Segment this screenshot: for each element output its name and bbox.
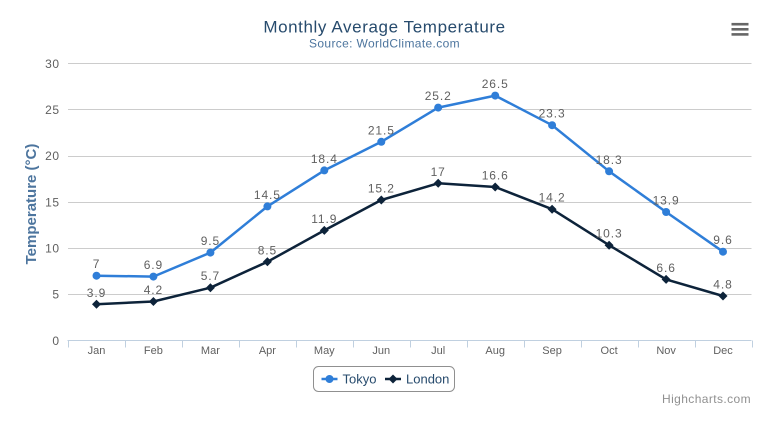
svg-text:London: London (406, 372, 449, 387)
svg-text:26.5: 26.5 (482, 77, 509, 91)
svg-text:4.2: 4.2 (144, 283, 163, 297)
svg-text:Highcharts.com: Highcharts.com (662, 392, 751, 406)
svg-text:25: 25 (45, 103, 59, 117)
svg-text:0: 0 (52, 334, 59, 348)
svg-text:Jul: Jul (431, 345, 445, 357)
svg-text:Apr: Apr (259, 345, 276, 357)
svg-text:3.9: 3.9 (87, 286, 106, 300)
svg-text:Dec: Dec (713, 345, 733, 357)
svg-text:10.3: 10.3 (596, 227, 623, 241)
svg-text:Sep: Sep (542, 345, 562, 357)
svg-text:Oct: Oct (601, 345, 618, 357)
svg-text:Feb: Feb (144, 345, 163, 357)
svg-text:20: 20 (45, 149, 59, 163)
svg-text:9.5: 9.5 (201, 234, 220, 248)
svg-text:6.9: 6.9 (144, 258, 163, 272)
svg-text:Tokyo: Tokyo (343, 372, 377, 387)
svg-text:10: 10 (45, 242, 59, 256)
svg-text:5: 5 (52, 288, 59, 302)
svg-text:13.9: 13.9 (653, 194, 680, 208)
svg-text:Mar: Mar (201, 345, 220, 357)
svg-text:30: 30 (45, 57, 59, 71)
svg-text:14.2: 14.2 (539, 191, 566, 205)
svg-text:Temperature (°C): Temperature (°C) (23, 144, 40, 265)
svg-text:Nov: Nov (656, 345, 676, 357)
svg-text:15: 15 (45, 195, 59, 209)
svg-text:18.4: 18.4 (311, 152, 338, 166)
svg-text:Jun: Jun (372, 345, 390, 357)
svg-text:16.6: 16.6 (482, 169, 509, 183)
svg-text:7: 7 (93, 257, 101, 271)
svg-text:May: May (314, 345, 335, 357)
svg-text:25.2: 25.2 (425, 89, 452, 103)
svg-text:14.5: 14.5 (254, 188, 281, 202)
svg-text:17: 17 (431, 165, 446, 179)
svg-text:Aug: Aug (485, 345, 505, 357)
svg-text:4.8: 4.8 (713, 278, 732, 292)
svg-text:11.9: 11.9 (311, 212, 337, 226)
svg-text:5.7: 5.7 (201, 269, 220, 283)
svg-text:8.5: 8.5 (258, 243, 277, 257)
svg-text:9.6: 9.6 (713, 233, 732, 247)
svg-text:21.5: 21.5 (368, 123, 395, 137)
svg-text:Jan: Jan (88, 345, 106, 357)
svg-text:Source: WorldClimate.com: Source: WorldClimate.com (309, 37, 460, 51)
svg-text:23.3: 23.3 (539, 107, 566, 121)
svg-text:15.2: 15.2 (368, 182, 395, 196)
svg-text:18.3: 18.3 (596, 153, 623, 167)
svg-text:Monthly Average Temperature: Monthly Average Temperature (263, 18, 505, 37)
svg-text:6.6: 6.6 (656, 261, 675, 275)
